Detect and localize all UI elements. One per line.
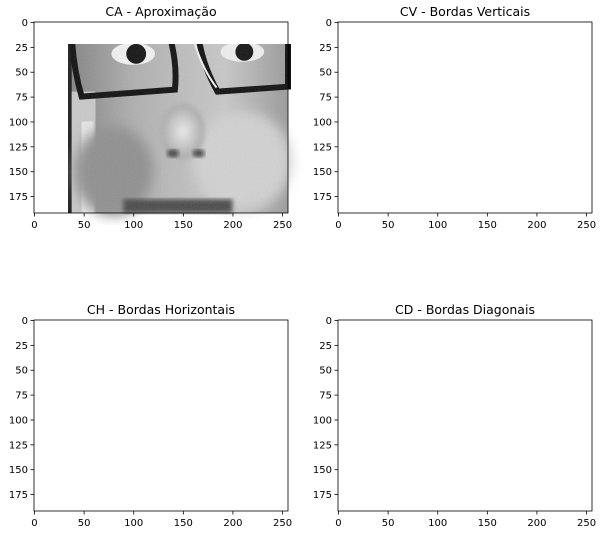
panel-cv-ytick-label: 175 xyxy=(313,192,332,203)
panel-ca-xtick-label: 250 xyxy=(273,220,292,231)
panel-ca-xtick-label: 200 xyxy=(223,220,242,231)
panel-cd-xtick-label: 150 xyxy=(478,518,497,529)
panel-cv-ytick-label: 0 xyxy=(326,18,332,29)
panel-cv-ytick-label: 50 xyxy=(319,68,332,79)
panel-cd-ytick-label: 25 xyxy=(319,341,332,352)
panel-ch-title: CH - Bordas Horizontais xyxy=(87,302,235,317)
panel-cv-xtick-label: 50 xyxy=(382,220,395,231)
panel-ca: CA - Aproximação 0 50 100 150 200 250 0 25 50 75 10… xyxy=(9,4,292,231)
panel-ca-ytick-label: 50 xyxy=(15,68,28,79)
panel-ca-ytick-label: 175 xyxy=(9,192,28,203)
panel-cd-frame xyxy=(337,319,593,512)
panel-ca-image xyxy=(68,44,292,216)
panel-cv-ytick-label: 25 xyxy=(319,43,332,54)
panel-ch-ytick-label: 0 xyxy=(22,316,28,327)
panel-ca-xtick-label: 0 xyxy=(31,220,37,231)
panel-ca-frame xyxy=(33,21,289,214)
panel-cv-xtick-label: 0 xyxy=(335,220,341,231)
panel-cd-xtick-label: 200 xyxy=(527,518,546,529)
panel-ch: CH - Bordas Horizontais 0 50 100 150 200 250 0 2… xyxy=(9,302,292,529)
panel-ch-ytick-label: 50 xyxy=(15,366,28,377)
panel-ca-ytick-label: 75 xyxy=(15,93,28,104)
panel-cd-ytick-label: 100 xyxy=(313,415,332,426)
panel-cd-title: CD - Bordas Diagonais xyxy=(395,302,535,317)
panel-cv-ytick-label: 125 xyxy=(313,142,332,153)
panel-cv-xtick-label: 150 xyxy=(478,220,497,231)
panel-cv-frame xyxy=(337,21,593,214)
panel-ca-xtick-label: 50 xyxy=(78,220,91,231)
panel-ca-xtick-label: 150 xyxy=(174,220,193,231)
panel-cv: CV - Bordas Verticais 0 50 100 150 200 250 0 25 5… xyxy=(313,4,596,231)
panel-cd-ytick-label: 150 xyxy=(313,465,332,476)
panel-cd-xtick-label: 250 xyxy=(577,518,596,529)
panel-ca-ytick-label: 25 xyxy=(15,43,28,54)
panel-ch-xtick-label: 250 xyxy=(273,518,292,529)
panel-cv-ytick-label: 150 xyxy=(313,167,332,178)
panel-cd-xtick-label: 100 xyxy=(428,518,447,529)
panel-ca-xtick-label: 100 xyxy=(124,220,143,231)
panel-ch-xtick-label: 50 xyxy=(78,518,91,529)
panel-ch-frame xyxy=(33,319,289,512)
panel-cd-image xyxy=(338,320,593,512)
panel-ca-ytick-label: 150 xyxy=(9,167,28,178)
panel-cd-ytick-label: 125 xyxy=(313,440,332,451)
panel-cd: CD - Bordas Diagonais 0 50 100 150 200 250 0 25 5… xyxy=(313,302,596,529)
panel-ch-xtick-label: 200 xyxy=(223,518,242,529)
panel-ch-ytick-label: 175 xyxy=(9,490,28,501)
panel-cv-title: CV - Bordas Verticais xyxy=(400,4,530,19)
panel-cd-xtick-label: 50 xyxy=(382,518,395,529)
panel-ca-ytick-label: 0 xyxy=(22,18,28,29)
panel-cd-ytick-label: 50 xyxy=(319,366,332,377)
panel-ca-ytick-label: 100 xyxy=(9,117,28,128)
panel-ch-xtick-label: 100 xyxy=(124,518,143,529)
panel-ch-image xyxy=(34,320,288,513)
panel-cd-ytick-label: 175 xyxy=(313,490,332,501)
panel-ch-xtick-label: 0 xyxy=(31,518,37,529)
panel-ch-ytick-label: 75 xyxy=(15,391,28,402)
panel-cd-xtick-label: 0 xyxy=(335,518,341,529)
panel-cv-xtick-label: 200 xyxy=(527,220,546,231)
panel-cd-ytick-label: 75 xyxy=(319,391,332,402)
panel-cv-ytick-label: 100 xyxy=(313,117,332,128)
panel-ch-ytick-label: 100 xyxy=(9,415,28,426)
panel-cv-ytick-label: 75 xyxy=(319,93,332,104)
panel-cv-image xyxy=(338,22,594,213)
panel-ca-title: CA - Aproximação xyxy=(105,4,216,19)
panel-ch-ytick-label: 150 xyxy=(9,465,28,476)
panel-cv-xtick-label: 250 xyxy=(577,220,596,231)
panel-ch-ytick-label: 25 xyxy=(15,341,28,352)
panel-ca-ytick-label: 125 xyxy=(9,142,28,153)
panel-ch-xtick-label: 150 xyxy=(174,518,193,529)
panel-ch-ytick-label: 125 xyxy=(9,440,28,451)
panel-cd-ytick-label: 0 xyxy=(326,316,332,327)
panel-cv-xtick-label: 100 xyxy=(428,220,447,231)
